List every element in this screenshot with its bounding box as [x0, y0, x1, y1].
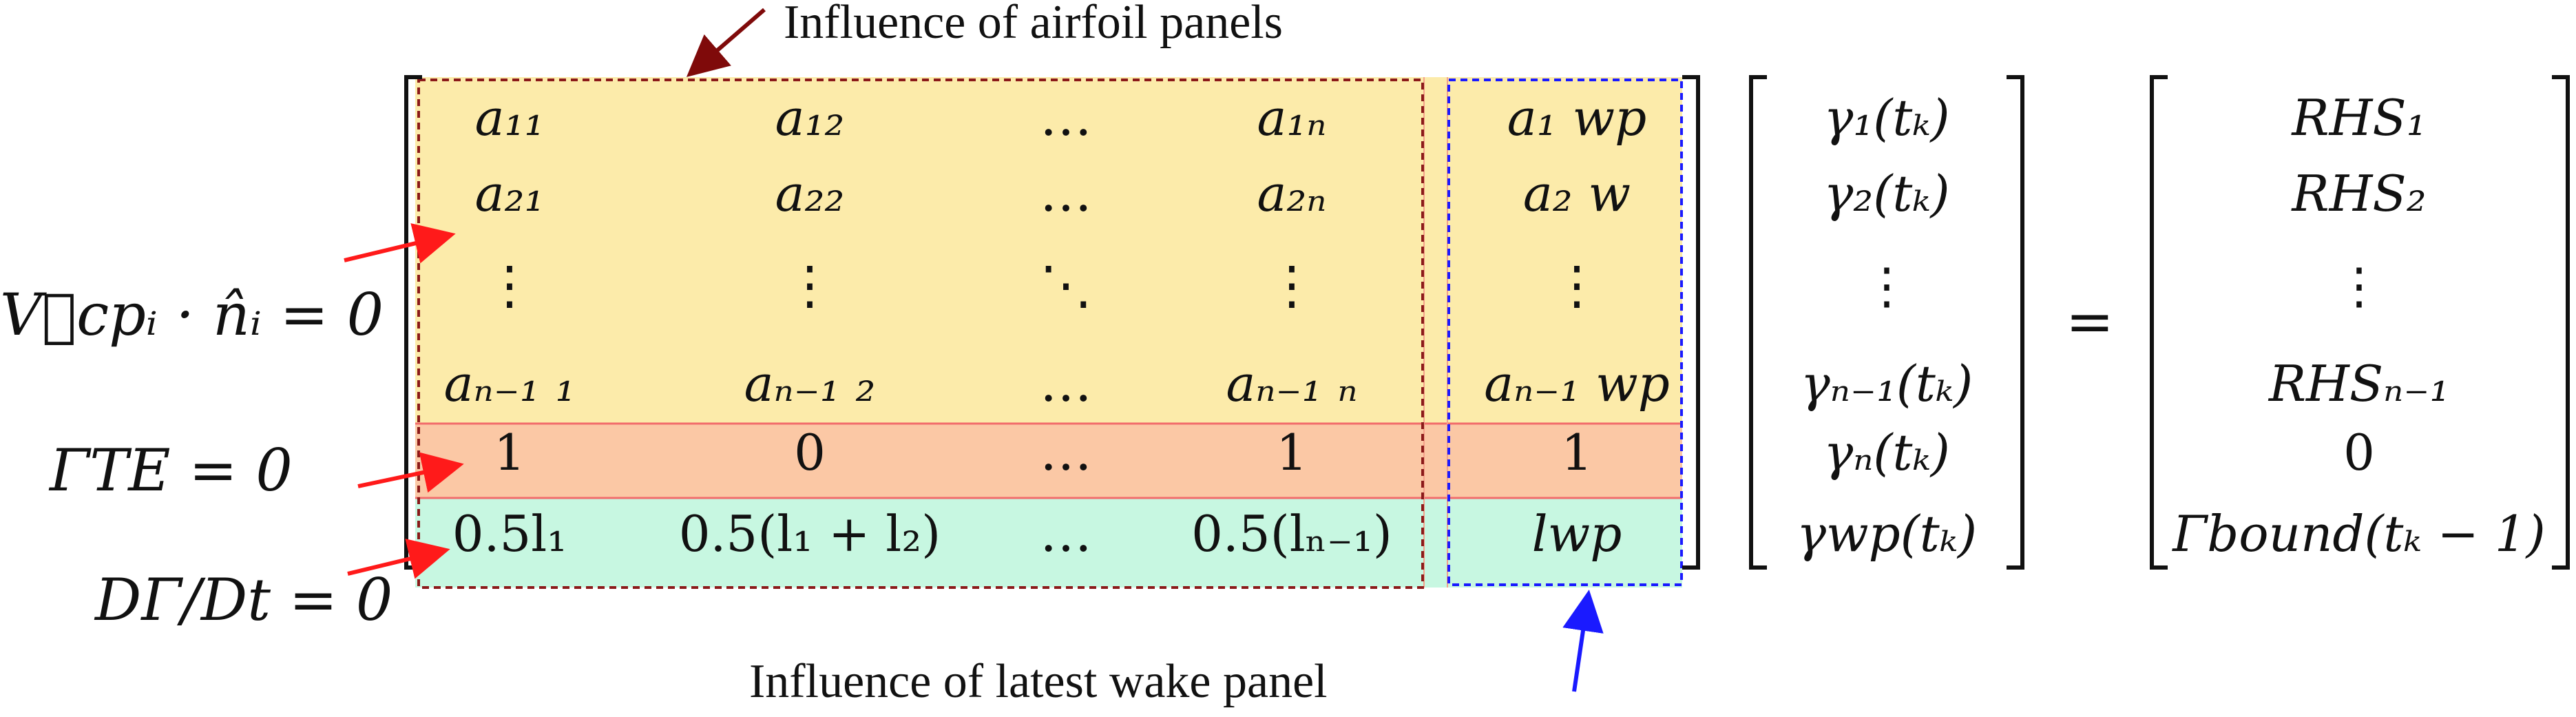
- wake-panel-annotation: Influence of latest wake panel: [749, 655, 1328, 708]
- matrix-cell-r6-c5: lwp: [1532, 505, 1622, 563]
- matrix-cell-r6-c2: 0.5(l₁ + l₂): [679, 505, 941, 563]
- matrix-cell-r1-c1: a₁₁: [475, 89, 545, 147]
- matrix-cell-r4-c4: aₙ₋₁ ₙ: [1226, 355, 1357, 413]
- unknowns-right-bracket: [2007, 75, 2024, 570]
- matrix-cell-r4-c2: aₙ₋₁ ₂: [744, 355, 876, 413]
- matrix-cell-r4-c1: aₙ₋₁ ₁: [444, 355, 576, 413]
- matrix-cell-r4-c3: …: [1040, 352, 1092, 413]
- matrix-cell-r3-c4: ⋮: [1266, 254, 1318, 315]
- no-penetration-arrow: [344, 223, 456, 264]
- unknown-6: γwp(tₖ): [1797, 505, 1977, 563]
- no-penetration-label: V⃗cpᵢ · n̂ᵢ = 0: [0, 281, 384, 349]
- unknowns-left-bracket: [1749, 75, 1767, 570]
- matrix-cell-r2-c2: a₂₂: [775, 165, 845, 222]
- matrix-cell-r5-c5: 1: [1561, 424, 1593, 481]
- matrix-cell-r3-c3: ⋱: [1040, 254, 1092, 315]
- matrix-cell-r6-c1: 0.5l₁: [452, 505, 567, 563]
- rhs-vector: RHS₁ RHS₂ ⋮ RHSₙ₋₁ 0 Γbound(tₖ − 1): [2171, 89, 2546, 563]
- matrix-cell-r3-c2: ⋮: [784, 254, 836, 315]
- wake-annotation-arrow: [1562, 590, 1604, 692]
- matrix-cell-r2-c3: …: [1040, 162, 1092, 223]
- wake-panel-box: [1447, 79, 1683, 586]
- kelvin-condition-label: DΓ/Dt = 0: [94, 566, 392, 634]
- matrix-right-bracket: [1682, 75, 1700, 570]
- unknowns-vector: γ₁(tₖ) γ₂(tₖ) ⋮ γₙ₋₁(tₖ) γₙ(tₖ) γwp(tₖ): [1797, 89, 1977, 563]
- matrix-cell-r1-c2: a₁₂: [775, 89, 845, 147]
- matrix-cells: a₁₁ a₁₂ … a₁ₙ a₁ wp a₂₁ a₂₂ … a₂ₙ a₂ w ⋮ ⋮ ⋱ ⋮ ⋮ aₙ₋₁ ₁…: [444, 86, 1670, 563]
- airfoil-rows-band: [415, 77, 1682, 424]
- rhs-3: ⋮: [2334, 257, 2384, 315]
- matrix-cell-r5-c3: …: [1040, 421, 1092, 482]
- matrix-cell-r3-c5: ⋮: [1551, 254, 1603, 315]
- unknown-5: γₙ(tₖ): [1823, 424, 1950, 481]
- matrix-cell-r6-c3: …: [1040, 502, 1092, 563]
- airfoil-annotation-arrow: [686, 8, 766, 77]
- rhs-4: RHSₙ₋₁: [2268, 355, 2449, 413]
- matrix-cell-r6-c4: 0.5(lₙ₋₁): [1191, 505, 1392, 563]
- matrix-cell-r5-c1: 1: [494, 424, 525, 481]
- matrix-cell-r4-c5: aₙ₋₁ wp: [1484, 355, 1670, 413]
- matrix-cell-r2-c5: a₂ w: [1523, 165, 1631, 222]
- kutta-condition-label: ΓTE = 0: [48, 437, 293, 504]
- equals-sign: =: [2066, 288, 2114, 355]
- kutta-arrow: [357, 452, 464, 493]
- kelvin-arrow: [347, 539, 450, 579]
- matrix-cell-r2-c1: a₂₁: [475, 165, 545, 222]
- rhs-5: 0: [2343, 424, 2375, 481]
- unknown-2: γ₂(tₖ): [1823, 165, 1949, 222]
- unknown-4: γₙ₋₁(tₖ): [1801, 355, 1973, 413]
- matrix-cell-r3-c1: ⋮: [483, 254, 536, 315]
- rhs-6: Γbound(tₖ − 1): [2171, 505, 2546, 563]
- airfoil-panels-box: [417, 79, 1424, 589]
- kelvin-row-band: [415, 498, 1682, 588]
- airfoil-panels-annotation: Influence of airfoil panels: [784, 0, 1283, 49]
- unknown-3: ⋮: [1862, 257, 1912, 315]
- rhs-left-bracket: [2150, 75, 2168, 570]
- unknown-1: γ₁(tₖ): [1823, 89, 1949, 147]
- rhs-2: RHS₂: [2290, 165, 2426, 222]
- rhs-1: RHS₁: [2290, 89, 2426, 147]
- matrix-cell-r5-c4: 1: [1276, 424, 1308, 481]
- matrix-cell-r1-c5: a₁ wp: [1507, 89, 1646, 147]
- matrix-cell-r1-c3: …: [1040, 86, 1092, 147]
- matrix-cell-r2-c4: a₂ₙ: [1257, 165, 1327, 222]
- kutta-row-band: [415, 424, 1682, 498]
- rhs-right-bracket: [2552, 75, 2570, 570]
- matrix-cell-r1-c4: a₁ₙ: [1257, 89, 1327, 147]
- matrix-cell-r5-c2: 0: [794, 424, 826, 481]
